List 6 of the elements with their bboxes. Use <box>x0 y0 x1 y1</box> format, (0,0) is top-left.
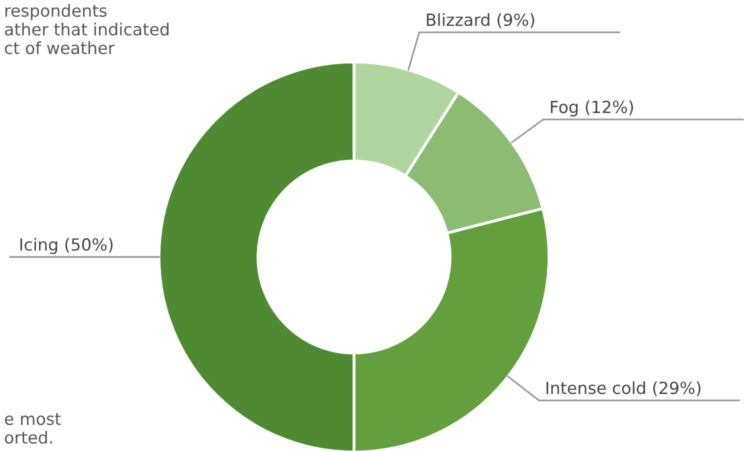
slice-label: Fog (12%) <box>550 100 633 116</box>
text: respondents ather that indicated ct of weather <box>4 4 168 54</box>
text: e most orted. <box>4 413 61 444</box>
slice-label: Intense cold (29%) <box>546 381 700 396</box>
slice-label: Icing (50%) <box>20 238 113 254</box>
slice-label: Blizzard (9%) <box>426 13 534 28</box>
